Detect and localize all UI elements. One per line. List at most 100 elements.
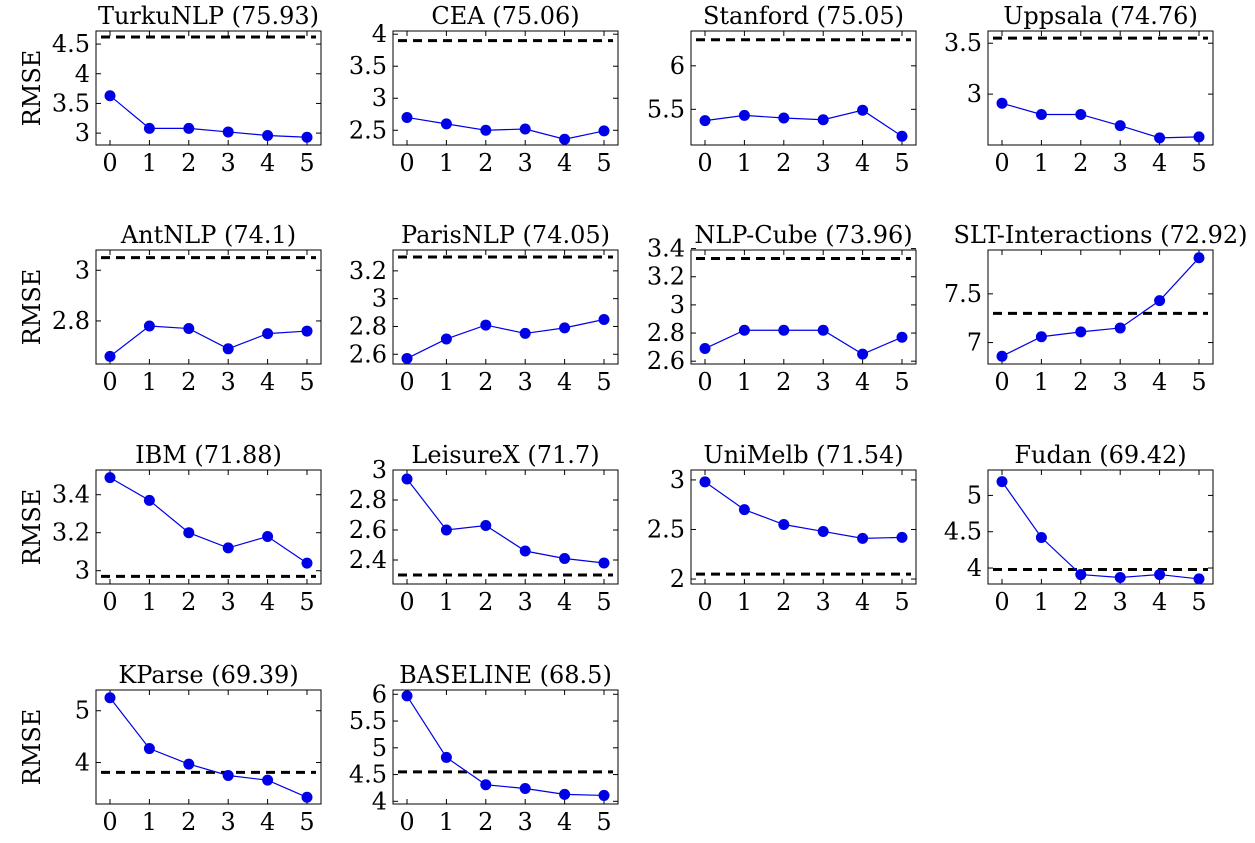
data-point [1075, 569, 1087, 581]
data-point [480, 779, 492, 791]
x-tick-label: 5 [299, 808, 314, 836]
x-tick-label: 3 [221, 588, 236, 616]
series-line [406, 116, 605, 140]
x-tick-label: 4 [260, 368, 275, 396]
data-point [1035, 331, 1047, 343]
x-tick-label: 4 [260, 149, 275, 177]
axes-frame [987, 249, 1214, 365]
x-tick-label: 3 [1113, 368, 1128, 396]
x-tick-label: 2 [776, 588, 791, 616]
x-tick-label: 0 [102, 149, 117, 177]
x-tick-label: 5 [894, 588, 909, 616]
y-tick-label: 3 [670, 291, 685, 319]
x-tick-label: 4 [557, 808, 572, 836]
x-tick-label: 3 [518, 808, 533, 836]
y-axis-label: RMSE [18, 50, 46, 127]
data-point [1035, 108, 1047, 120]
data-point [817, 114, 829, 126]
data-point [896, 130, 908, 142]
x-tick-label: 0 [697, 588, 712, 616]
y-tick-label: 3.2 [349, 257, 387, 285]
series-line [406, 478, 605, 564]
x-tick-label: 2 [181, 149, 196, 177]
y-tick-label: 5 [372, 734, 387, 762]
data-point [143, 320, 155, 332]
y-tick-label: 2.8 [647, 319, 685, 347]
x-tick-label: 0 [994, 149, 1009, 177]
data-point [480, 520, 492, 531]
chart-title: AntNLP (74.1) [120, 221, 296, 249]
axes-frame [690, 30, 917, 146]
x-tick-label: 0 [102, 368, 117, 396]
chart-panel-9: LeisureX (71.7)0 1 2 3 4 52.42.62.83 [349, 441, 619, 616]
data-point [401, 111, 413, 123]
data-point [183, 527, 195, 539]
data-point [401, 473, 413, 485]
x-tick-label: 0 [399, 808, 414, 836]
x-tick-label: 2 [181, 368, 196, 396]
series-line [1001, 257, 1200, 357]
data-point [262, 531, 274, 542]
chart-title: SLT-Interactions (72.92) [953, 221, 1247, 249]
data-point [440, 751, 452, 763]
x-tick-label: 2 [478, 368, 493, 396]
chart-title: TurkuNLP (75.93) [98, 2, 319, 30]
y-tick-label: 4 [75, 749, 90, 777]
data-point [699, 115, 711, 127]
x-tick-label: 4 [855, 588, 870, 616]
x-tick-label: 1 [1034, 368, 1049, 396]
x-tick-label: 0 [399, 149, 414, 177]
x-tick-label: 2 [1073, 368, 1088, 396]
data-point [738, 324, 750, 336]
data-point [143, 122, 155, 134]
x-tick-label: 4 [1152, 368, 1167, 396]
data-point [857, 348, 869, 360]
x-tick-label: 4 [557, 368, 572, 396]
y-tick-label: 3 [372, 285, 387, 313]
chart-panel-3: Uppsala (74.76)0 1 2 3 4 533.5 [944, 2, 1214, 177]
x-tick-label: 1 [1034, 588, 1049, 616]
data-point [301, 791, 313, 803]
axes-frame [690, 469, 917, 585]
x-tick-label: 2 [776, 149, 791, 177]
x-tick-label: 3 [518, 588, 533, 616]
x-tick-label: 1 [1034, 149, 1049, 177]
y-tick-label: 7 [967, 329, 982, 357]
y-tick-label: 6 [670, 52, 685, 80]
x-tick-label: 4 [855, 149, 870, 177]
chart-title: Fudan (69.42) [1014, 441, 1186, 469]
data-point [1114, 322, 1126, 334]
series-line [704, 329, 903, 355]
data-point [401, 690, 413, 702]
y-tick-label: 2.8 [52, 307, 90, 335]
x-tick-label: 5 [1191, 368, 1206, 396]
y-tick-label: 5 [75, 697, 90, 725]
x-tick-label: 1 [737, 149, 752, 177]
y-tick-label: 2.6 [647, 347, 685, 375]
axes-frame [690, 249, 917, 365]
x-tick-label: 3 [518, 368, 533, 396]
series-line [109, 95, 308, 138]
data-point [738, 109, 750, 121]
y-tick-label: 3 [967, 80, 982, 108]
axes-frame [95, 249, 322, 365]
data-point [104, 692, 116, 704]
x-tick-label: 1 [439, 368, 454, 396]
chart-panel-2: Stanford (75.05) 0 1 2 3 4 5 5.5 6 [647, 2, 917, 177]
data-point [1154, 569, 1166, 581]
y-tick-label: 3.2 [647, 263, 685, 291]
x-tick-label: 2 [181, 808, 196, 836]
data-point [1075, 326, 1087, 338]
chart-panel-13: BASELINE (68.5)0 1 2 3 4 544.555.56 [349, 661, 619, 836]
data-point [1075, 108, 1087, 120]
y-tick-label: 3 [75, 256, 90, 284]
x-tick-label: 0 [102, 588, 117, 616]
axes-frame [392, 30, 619, 146]
y-tick-label: 7.5 [944, 280, 982, 308]
data-point [857, 104, 869, 116]
y-tick-label: 4 [967, 554, 982, 582]
chart-panel-6: NLP-Cube (73.96)0 1 2 3 4 52.62.833.23.4 [647, 221, 917, 396]
x-tick-label: 2 [478, 588, 493, 616]
chart-title: UniMelb (71.54) [703, 441, 903, 469]
